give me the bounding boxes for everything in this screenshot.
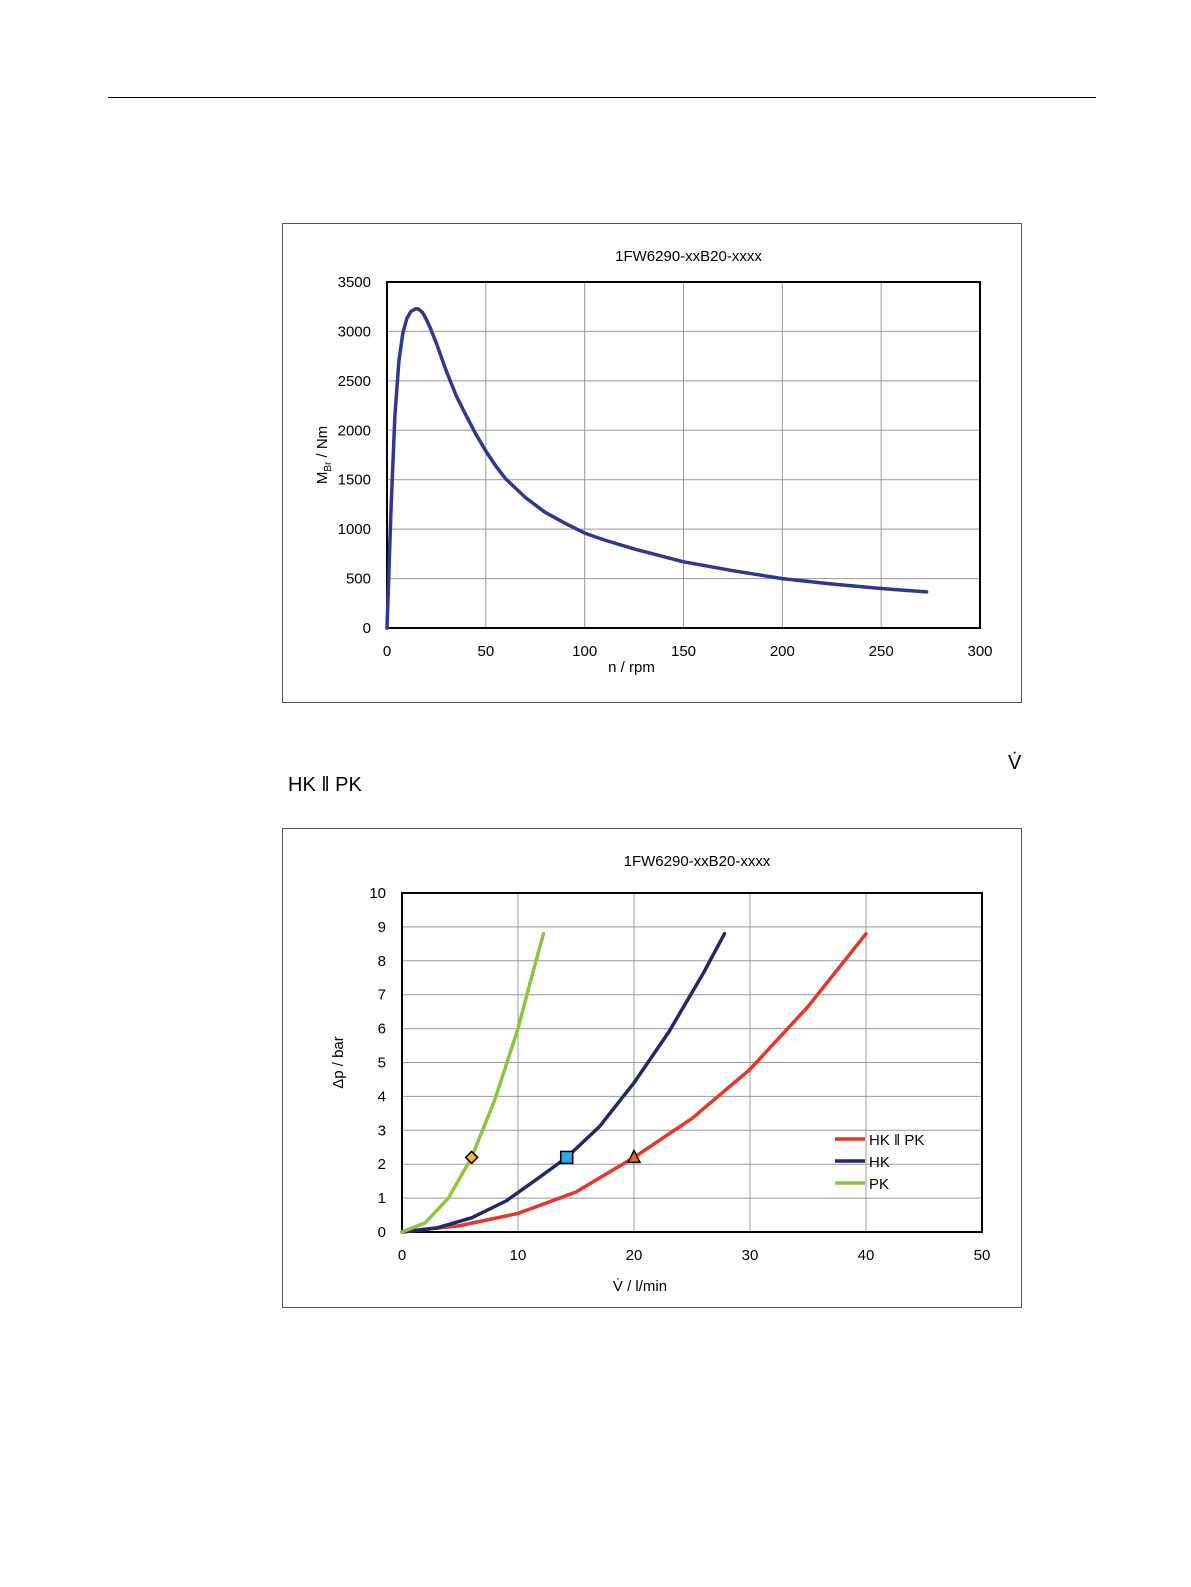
y-tick-label: 8 [378,953,386,970]
x-tick-label: 200 [770,643,795,660]
marker-diamond [464,1150,479,1165]
y-tick-label: 500 [346,571,371,588]
x-axis-label: V̇ / l/min [613,1278,667,1295]
y-tick-label: 1000 [338,521,371,538]
x-tick-label: 50 [974,1247,991,1264]
chart-title: 1FW6290-xxB20-xxxx [624,853,771,870]
marker-triangle [626,1148,642,1164]
y-tick-label: 2000 [338,422,371,439]
y-tick-label: 6 [378,1021,386,1038]
x-axis-label: n / rpm [608,659,655,676]
x-tick-label: 250 [869,643,894,660]
legend-label: PK [869,1176,889,1193]
plot-area-border [386,281,981,629]
plot-area-border [401,892,983,1233]
pressure-chart: 0 10 20 30 40 50 0 1 2 3 4 5 6 7 8 9 10 1FW6290-xxB20-xxx… [330,853,991,1295]
y-axis-label: MBr / Nm [314,426,334,484]
torque-chart: 0 50 100 150 200 250 3000500100015002000250030… [314,248,993,676]
legend-label: HK [869,1154,890,1171]
chart-frame-torque: 0 50 100 150 200 250 300 0 500 1000 1500 2000 2500 30… [282,223,1022,703]
series-line-hk [400,931,727,1234]
marker-square [559,1150,574,1165]
section-label: HK ‖ PK [288,774,362,796]
y-tick-label: 5 [378,1055,386,1072]
x-tick-label: 20 [626,1247,643,1264]
y-tick-label: 4 [378,1088,386,1105]
y-tick-label: 3000 [338,323,371,340]
volume-flow-symbol: V̇ [1008,752,1022,774]
x-tick-label: 0 [383,643,391,660]
y-tick-label: 7 [378,987,386,1004]
x-tick-label: 0 [398,1247,406,1264]
y-tick-label: 1500 [338,472,371,489]
series-line-torque [385,306,929,630]
x-tick-label: 30 [742,1247,759,1264]
chart-title: 1FW6290-xxB20-xxxx [615,248,762,265]
legend-label: HK ‖ PK [869,1132,924,1149]
y-tick-label: 1 [378,1190,386,1207]
x-tick-label: 50 [477,643,494,660]
header-rule [108,97,1096,98]
x-tick-label: 100 [572,643,597,660]
y-tick-label: 2500 [338,373,371,390]
chart-frame-pressure: 0 10 20 30 40 50 0 1 2 3 4 5 6 7 8 9 10 1FW6290-xxB20-xxx… [282,828,1022,1308]
x-tick-label: 10 [510,1247,527,1264]
x-tick-label: 150 [671,643,696,660]
x-tick-label: 300 [967,643,992,660]
series-line-pk [400,931,546,1234]
x-tick-label: 40 [858,1247,875,1264]
y-tick-label: 3500 [338,274,371,291]
y-tick-label: 2 [378,1156,386,1173]
y-tick-label: 0 [378,1224,386,1241]
y-tick-label: 3 [378,1122,386,1139]
y-tick-label: 9 [378,919,386,936]
y-tick-label: 10 [369,885,386,902]
y-tick-label: 0 [363,620,371,637]
y-axis-label: Δp / bar [330,1036,347,1089]
